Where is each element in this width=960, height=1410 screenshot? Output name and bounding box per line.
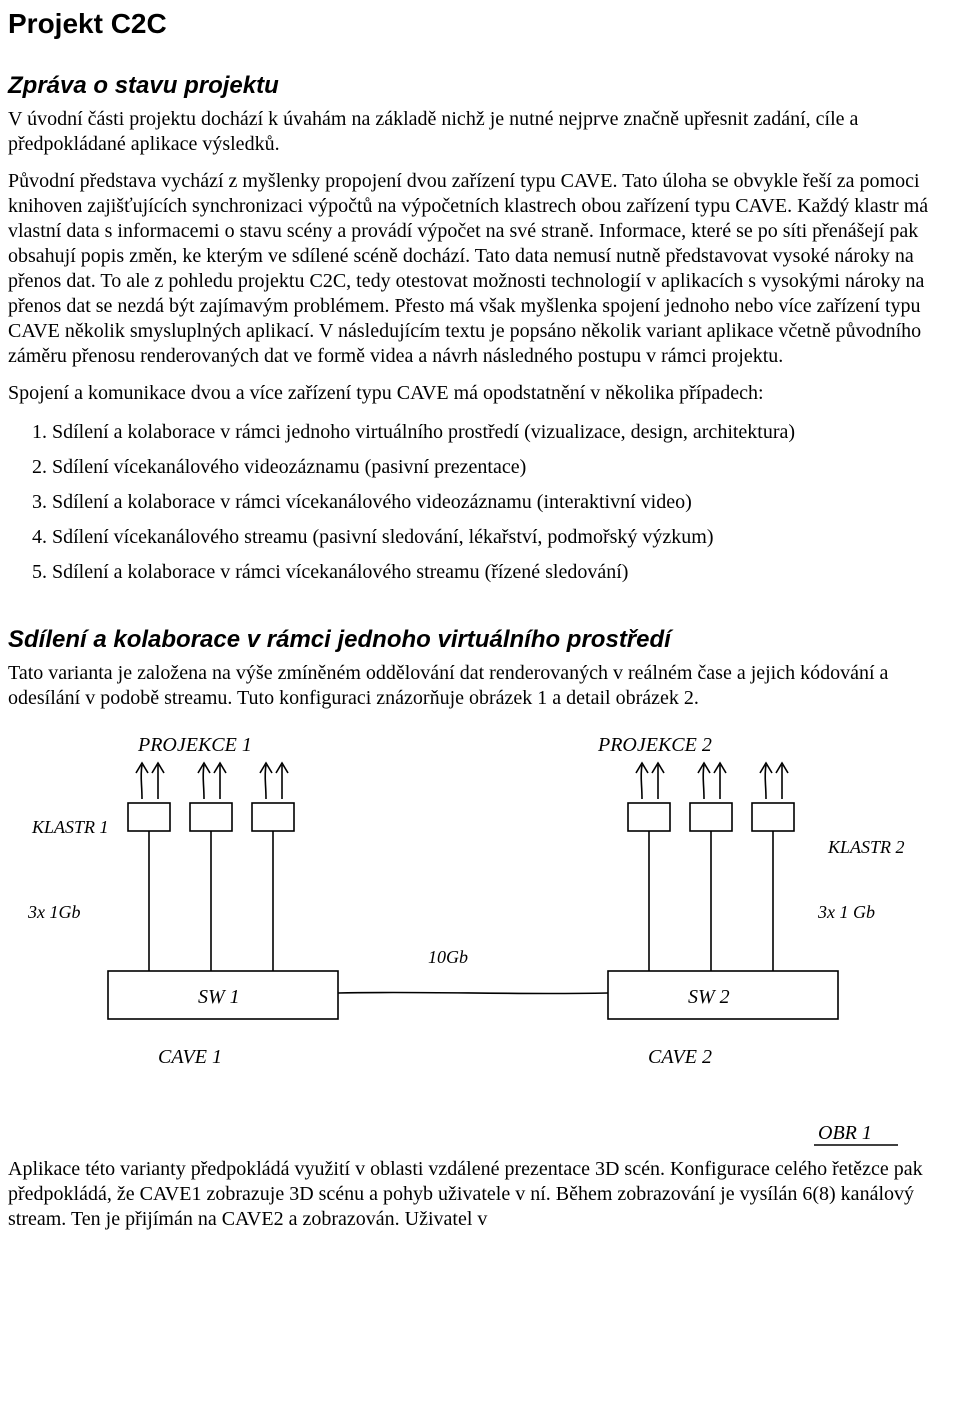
section-1-title: Sdílení a kolaborace v rámci jednoho vir… <box>8 625 952 655</box>
diagram-label-gb1: 3x 1Gb <box>27 902 81 922</box>
diagram-label-klastr2: KLASTR 2 <box>827 837 905 857</box>
section-1-para-2: Aplikace této varianty předpokládá využi… <box>8 1157 952 1232</box>
diagram-label-cave2: CAVE 2 <box>648 1046 712 1068</box>
intro-para-2: Původní představa vychází z myšlenky pro… <box>8 169 952 369</box>
use-case-list: Sdílení a kolaborace v rámci jednoho vir… <box>8 420 952 585</box>
list-item: Sdílení vícekanálového videozáznamu (pas… <box>52 455 952 480</box>
list-item: Sdílení a kolaborace v rámci jednoho vir… <box>52 420 952 445</box>
diagram-label-projekce1: PROJEKCE 1 <box>137 734 252 756</box>
diagram-label-gb2: 3x 1 Gb <box>817 902 875 922</box>
diagram-obr-1: PROJEKCE 1 KLASTR 1 <box>8 723 948 1153</box>
diagram-label-sw2: SW 2 <box>688 986 730 1008</box>
list-item: Sdílení a kolaborace v rámci vícekanálov… <box>52 560 952 585</box>
diagram-label-klastr1: KLASTR 1 <box>31 817 109 837</box>
diagram-label-gblink: 10Gb <box>428 947 468 967</box>
diagram-label-sw1: SW 1 <box>198 986 240 1008</box>
list-item: Sdílení vícekanálového streamu (pasivní … <box>52 525 952 550</box>
section-1-para-1: Tato varianta je založena na výše zmíněn… <box>8 661 952 711</box>
intro-para-1: V úvodní části projektu dochází k úvahám… <box>8 107 952 157</box>
page-title: Projekt C2C <box>8 6 952 41</box>
diagram-label-cave1: CAVE 1 <box>158 1046 222 1068</box>
subtitle: Zpráva o stavu projektu <box>8 71 952 101</box>
diagram-label-obr: OBR 1 <box>818 1122 872 1144</box>
list-item: Sdílení a kolaborace v rámci vícekanálov… <box>52 490 952 515</box>
intro-para-3: Spojení a komunikace dvou a více zařízen… <box>8 381 952 406</box>
diagram-label-projekce2: PROJEKCE 2 <box>597 734 712 756</box>
